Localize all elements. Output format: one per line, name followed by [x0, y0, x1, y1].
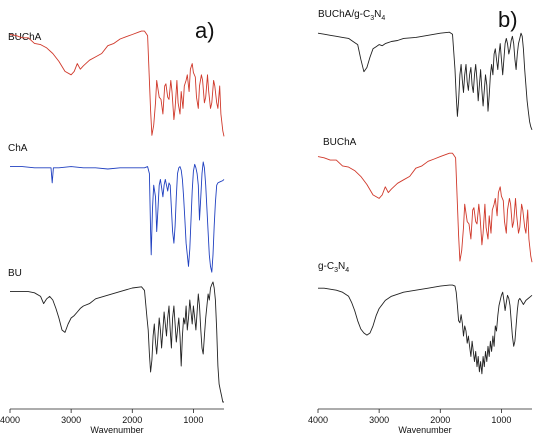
- x-tick-label-1000: 1000: [183, 415, 203, 425]
- x-tick-label-2000: 2000: [430, 415, 450, 425]
- trace-label-buchA-gc3n4: BUChA/g-C3N4: [318, 9, 385, 22]
- trace-label-buchA-b: BUChA: [323, 137, 357, 148]
- trace-label-gc3n4: g-C3N4: [318, 261, 349, 274]
- trace-a-1: [10, 161, 225, 273]
- x-tick-label-2000: 2000: [122, 415, 142, 425]
- panel-a: a) BUChA ChA BU 4000 3000 2000 1000 Wavenum…: [0, 18, 225, 435]
- x-axis-title-a: Wavenumber: [90, 425, 143, 435]
- trace-label-chA: ChA: [8, 143, 28, 154]
- ticks-b: 4000 3000 2000 1000: [308, 409, 511, 425]
- trace-label-bu: BU: [8, 268, 22, 279]
- x-tick-label-3000: 3000: [369, 415, 389, 425]
- panel-b: b) BUChA/g-C3N4 BUChA g-C3N4 4000 3000 200…: [308, 7, 533, 435]
- x-tick-label-3000: 3000: [61, 415, 81, 425]
- trace-b-2: [318, 284, 533, 375]
- panel-b-letter: b): [498, 7, 518, 32]
- x-tick-label-1000: 1000: [491, 415, 511, 425]
- x-tick-label-4000: 4000: [0, 415, 20, 425]
- x-axis-title-b: Wavenumber: [398, 425, 451, 435]
- trace-a-0: [9, 30, 225, 137]
- trace-a-2: [10, 281, 224, 403]
- x-tick-label-4000: 4000: [308, 415, 328, 425]
- trace-b-1: [317, 152, 533, 263]
- ticks-a: 4000 3000 2000 1000: [0, 409, 203, 425]
- panel-a-letter: a): [195, 18, 215, 43]
- traces-b: [317, 31, 533, 375]
- traces-a: [9, 30, 225, 403]
- trace-b-0: [317, 31, 533, 131]
